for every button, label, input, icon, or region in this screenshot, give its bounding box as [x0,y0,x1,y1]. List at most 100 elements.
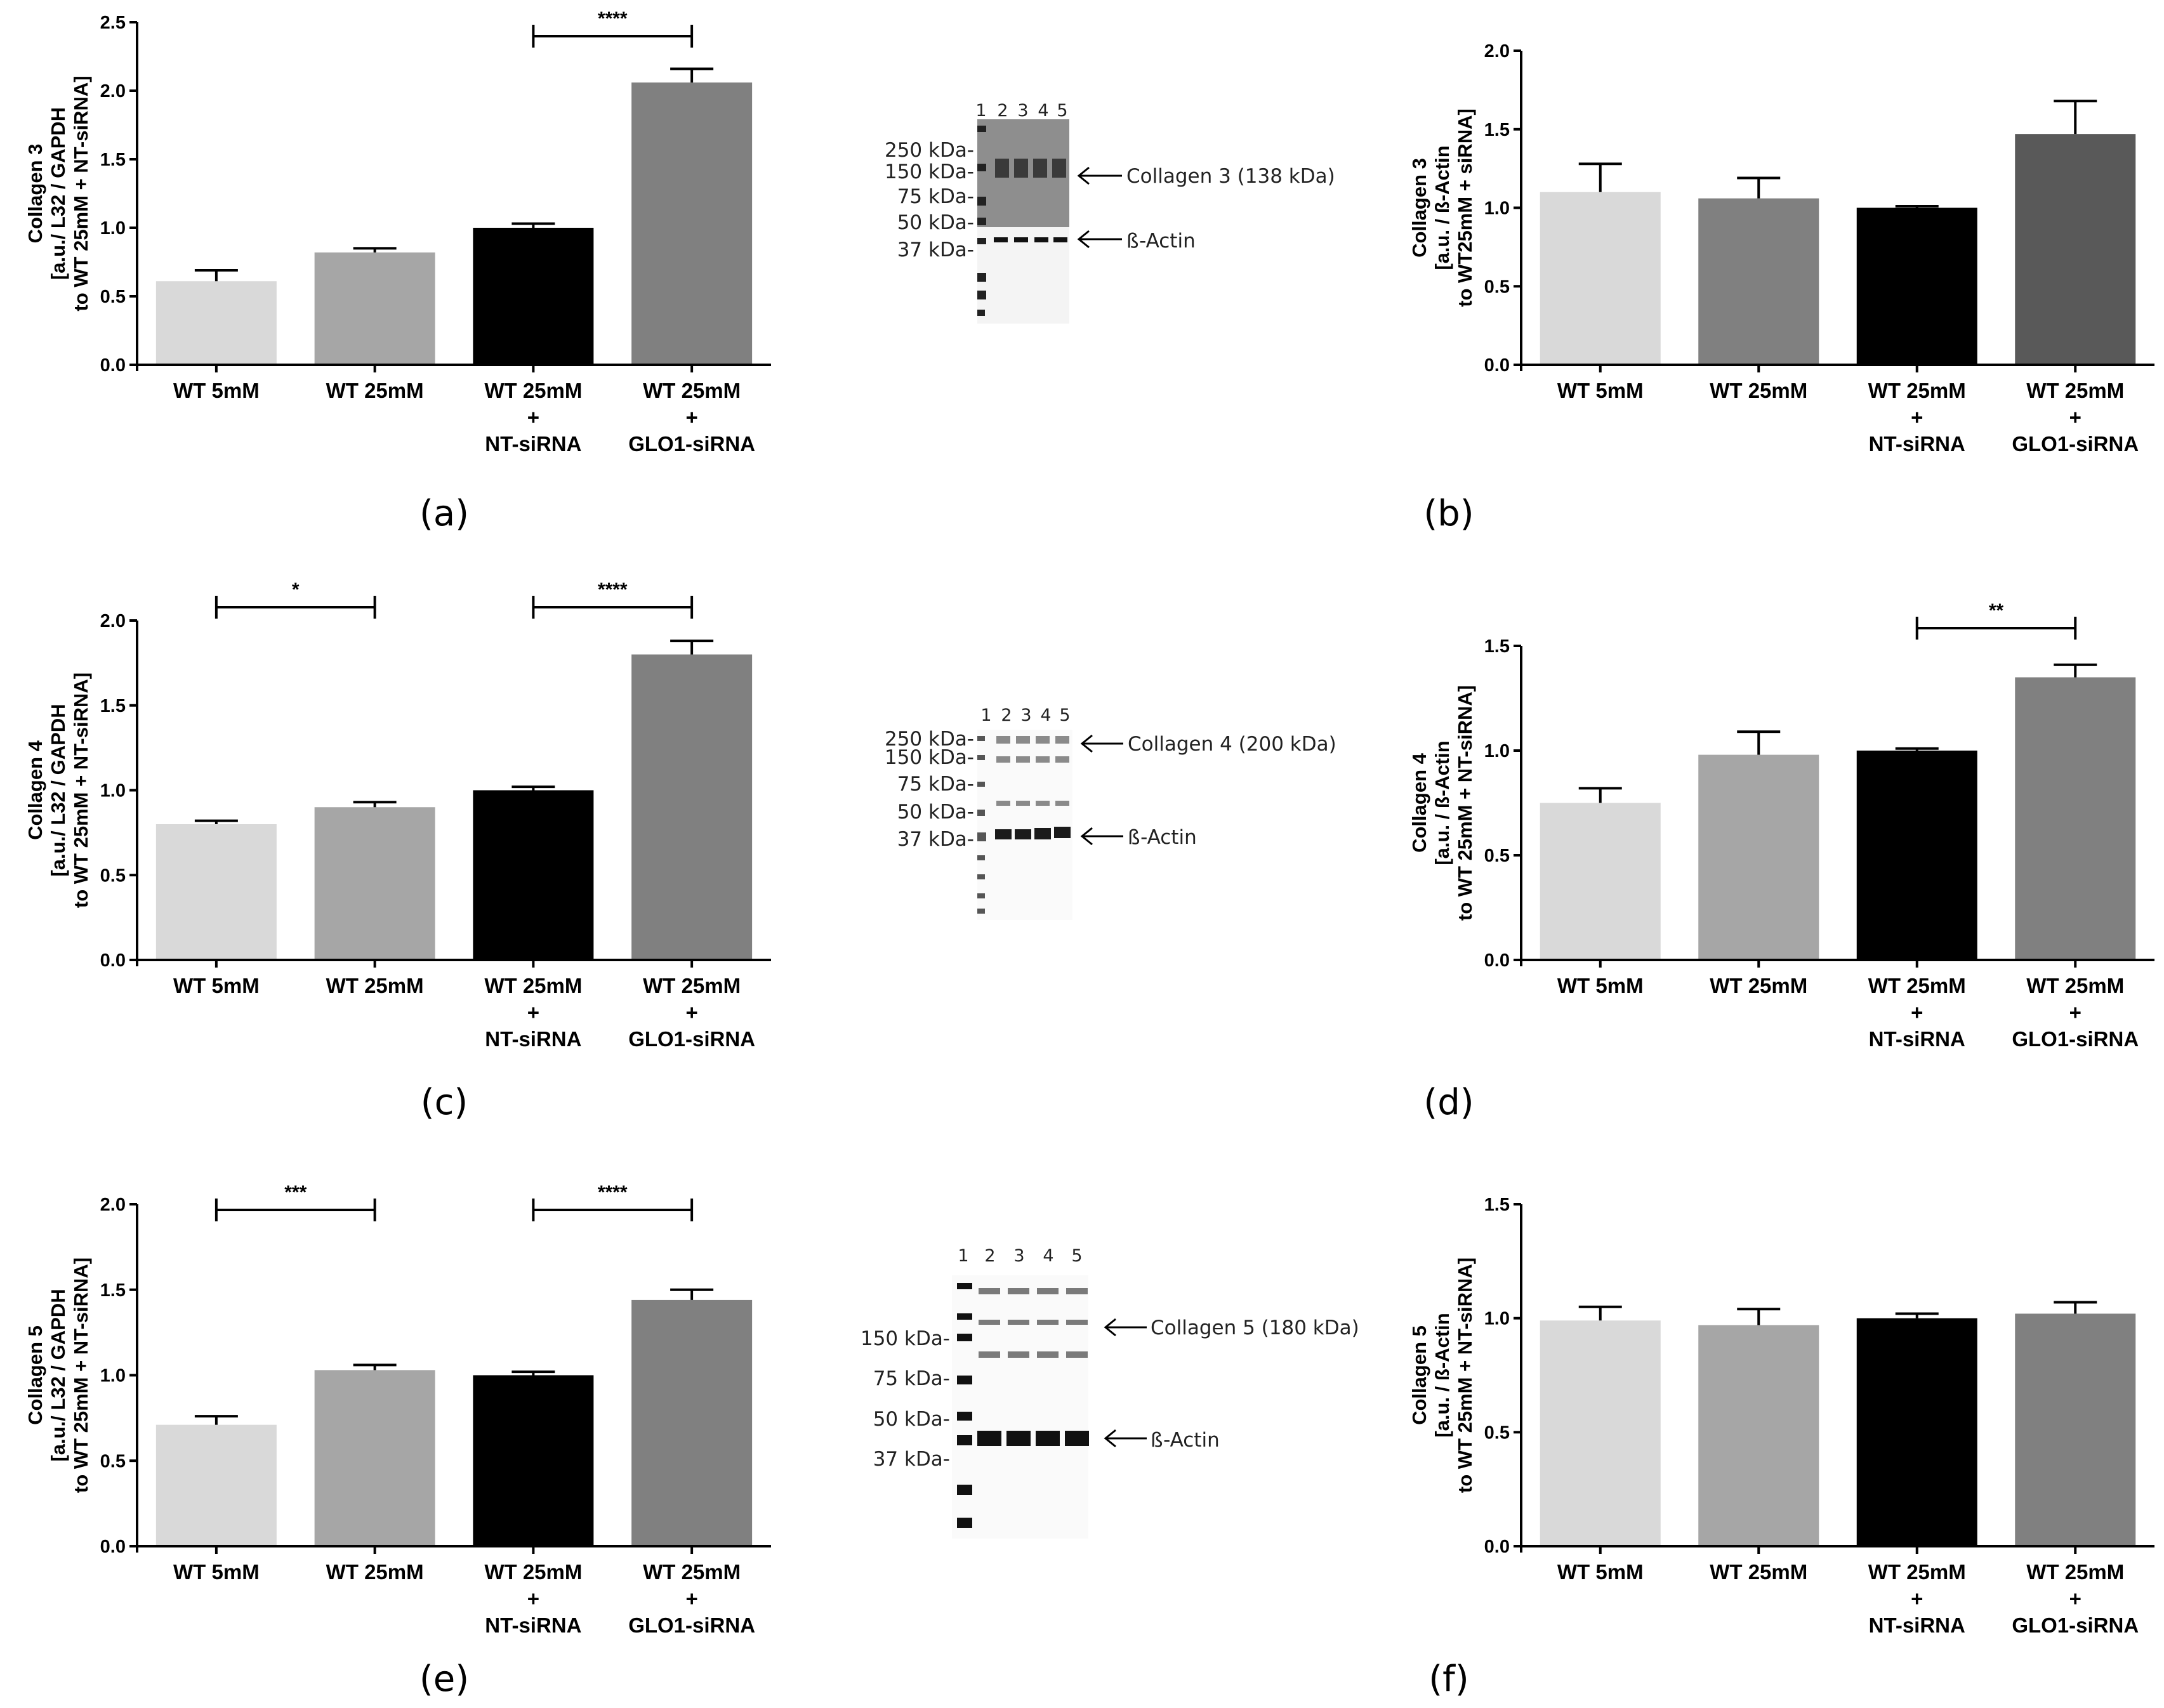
x-tick-label: + [527,1001,539,1024]
y-tick-label: 2.0 [100,81,126,102]
y-tick-label: 1.5 [1484,1195,1510,1215]
chart-d: 0.0 0.5 1.0 1.5 WT 5mM WT 25mM WT 25mM + NT-siRN… [1408,600,2154,1051]
y-axis-label: to WT25mM + siRNA] [1454,108,1476,307]
arrow-icon [1080,827,1123,846]
y-tick-label: 0.5 [100,1451,126,1471]
bar [2015,1313,2136,1546]
bar [2015,677,2136,960]
marker-label: 37 kDa- [897,828,974,851]
panel-label-b: (b) [1423,493,1474,534]
x-tick-label: WT 25mM [643,1560,741,1584]
ladder-lane [977,736,986,914]
band-annotation-actin: ß-Actin [1126,230,1196,253]
x-tick-label: WT 25mM [326,1560,424,1584]
band-annotation-target: Collagen 4 (200 kDa) [1128,733,1336,756]
band-annotation-target: Collagen 3 (138 kDa) [1126,165,1335,188]
bar [1698,754,1819,960]
x-tick-label: GLO1-siRNA [2012,1027,2139,1051]
x-tick-label: + [685,1001,697,1024]
significance-label: ** [1989,600,2004,621]
y-tick-label: 1.5 [100,696,126,716]
y-axis-label: to WT 25mM + NT-siRNA] [70,76,92,311]
marker-label: 250 kDa- [885,139,974,162]
y-axis-label: [a.u. / ß-Actin [1431,145,1453,270]
y-axis-label: [a.u./ L32 / GAPDH [47,107,69,280]
marker-label: 150 kDa- [885,746,974,769]
bar [631,82,753,365]
bar [1540,192,1661,365]
y-tick-label: 1.5 [1484,120,1510,140]
y-axis-label: [a.u. / ß-Actin [1431,740,1453,865]
bar [1540,803,1661,960]
x-tick-label: GLO1-siRNA [2012,1613,2139,1637]
y-tick-label: 2.0 [100,1195,126,1215]
bar [473,790,594,960]
lane-number: 3 [1020,706,1031,725]
marker-label: 50 kDa- [873,1408,950,1431]
x-tick-label: + [685,405,697,429]
y-tick-label: 1.5 [1484,636,1510,657]
chart-c: 0.0 0.5 1.0 1.5 2.0 WT 5mM WT 25mM WT 25mM + NT-s… [24,579,771,1051]
y-tick-label: 0.0 [1484,1537,1510,1557]
lane-number: 3 [1013,1246,1024,1266]
bar [1698,1325,1819,1546]
marker-label: 75 kDa- [897,185,974,208]
y-tick-label: 2.5 [100,13,126,33]
blot-membrane [952,1275,1088,1539]
x-tick-label: + [685,1587,697,1610]
x-tick-label: WT 25mM [2026,1560,2124,1584]
x-tick-label: + [2069,405,2082,429]
lane-number: 3 [1017,101,1028,121]
y-axis-label: [a.u./ L32 / GAPDH [47,704,69,876]
band-row-target [995,159,1066,178]
bar [155,1424,277,1546]
ladder-lane [957,1283,972,1528]
lane-number: 5 [1071,1246,1082,1266]
x-tick-label: WT 25mM [1868,1560,1966,1584]
band-row-actin [977,1431,1089,1446]
panel-label-e: (e) [419,1659,469,1700]
chart-e: 0.0 0.5 1.0 1.5 2.0 WT 5mM WT 25mM WT 25mM + NT-s… [24,1182,771,1637]
x-tick-label: WT 25mM [326,974,424,997]
bar [631,1299,753,1546]
y-tick-label: 1.0 [1484,1309,1510,1329]
lane-number: 4 [1043,1246,1053,1266]
chart-b: 0.0 0.5 1.0 1.5 2.0 WT 5mM WT 25mM WT 25mM + NT-s… [1408,41,2154,456]
bar [631,654,753,960]
x-tick-label: WT 5mM [173,379,260,402]
x-tick-label: + [527,1587,539,1610]
marker-label: 75 kDa- [873,1367,950,1390]
significance-label: *** [284,1182,307,1203]
bar [1698,198,1819,365]
band-annotation-actin: ß-Actin [1128,826,1197,849]
y-tick-label: 1.0 [100,1366,126,1386]
marker-label: 150 kDa- [861,1327,950,1350]
band-row-target [979,1288,1088,1358]
y-axis-label: to WT 25mM + NT-siRNA] [1454,1258,1476,1493]
western-blot-collagen-3: 1 2 3 4 5 250 kDa- 150 kDa- 75 kDa- 50 k… [885,101,1335,324]
y-axis-label: Collagen 4 [24,740,46,840]
chart-f: 0.0 0.5 1.0 1.5 WT 5mM WT 25mM WT 25mM + NT-siRN… [1408,1195,2154,1637]
x-tick-label: WT 25mM [1868,379,1966,402]
y-tick-label: 0.5 [100,865,126,886]
panel-label-f: (f) [1428,1659,1468,1700]
x-tick-label: WT 25mM [1710,974,1807,997]
x-tick-label: WT 25mM [643,379,741,402]
x-tick-label: WT 5mM [1557,974,1644,997]
x-tick-label: NT-siRNA [485,1027,581,1051]
bar [155,824,277,960]
y-tick-label: 0.5 [100,287,126,307]
y-tick-label: 1.0 [1484,199,1510,219]
panel-label-a: (a) [419,493,469,534]
marker-label: 37 kDa- [897,239,974,261]
panel-label-d: (d) [1423,1082,1474,1123]
x-tick-label: + [2069,1001,2082,1024]
y-tick-label: 0.5 [1484,1422,1510,1443]
lane-number: 1 [980,706,991,725]
western-blot-collagen-5: 1 2 3 4 5 150 kDa- 75 kDa- 50 kDa- 37 kD… [861,1246,1359,1539]
marker-label: 75 kDa- [897,773,974,796]
y-axis-label: to WT 25mM + NT-siRNA] [70,673,92,908]
x-tick-label: + [1911,405,1923,429]
y-axis-label: to WT 25mM + NT-siRNA] [1454,685,1476,921]
